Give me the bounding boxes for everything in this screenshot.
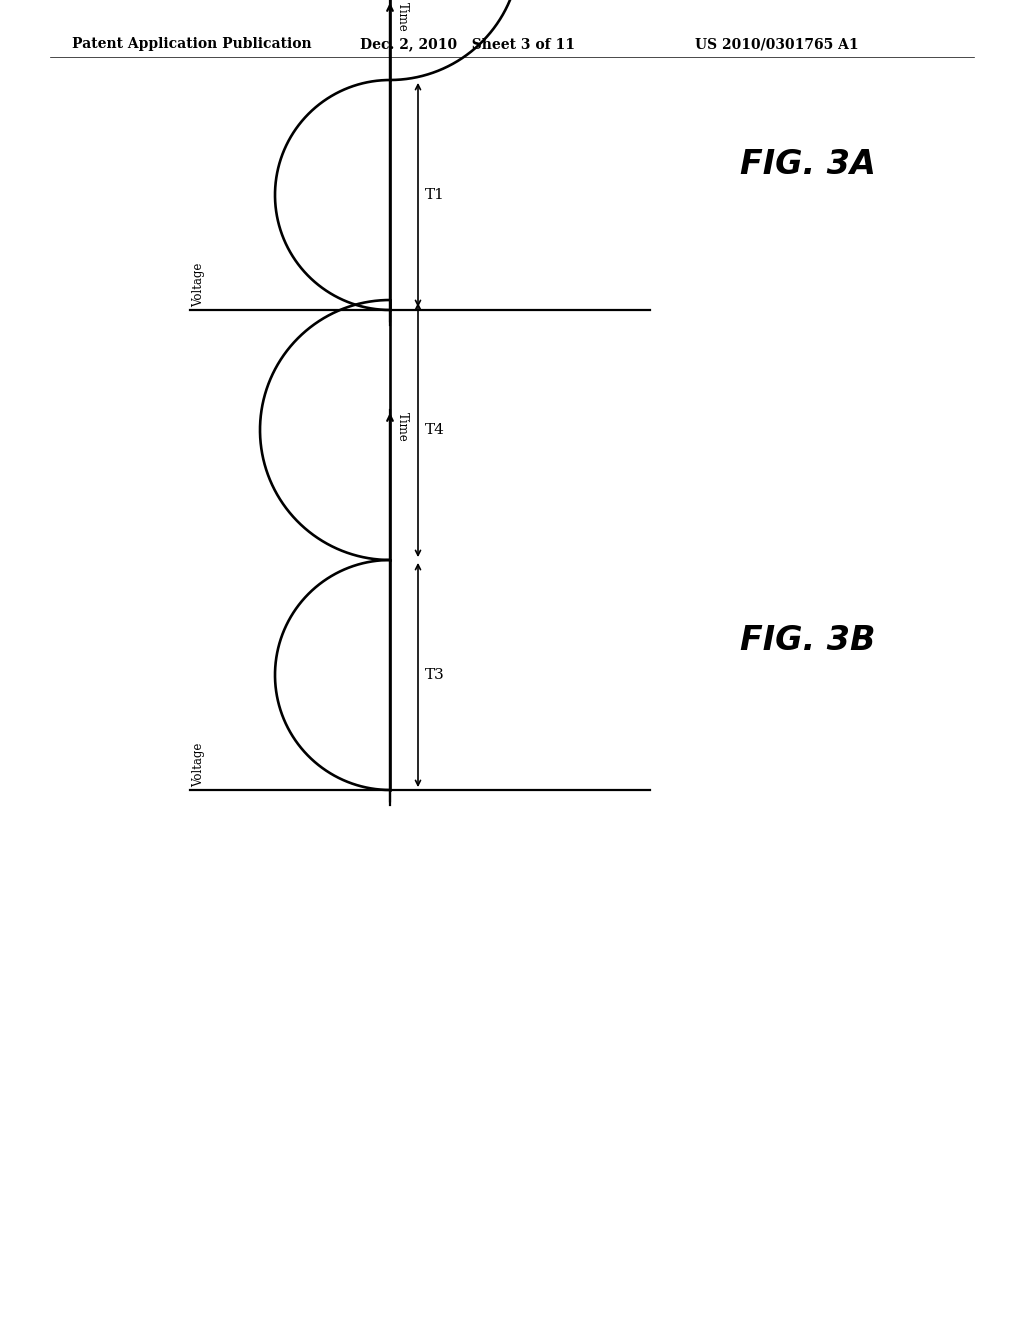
- Text: US 2010/0301765 A1: US 2010/0301765 A1: [695, 37, 859, 51]
- Text: T3: T3: [425, 668, 444, 682]
- Text: T1: T1: [425, 187, 444, 202]
- Text: Patent Application Publication: Patent Application Publication: [72, 37, 311, 51]
- Text: FIG. 3A: FIG. 3A: [740, 149, 876, 181]
- Text: Voltage: Voltage: [193, 263, 205, 308]
- Text: Time: Time: [396, 412, 409, 442]
- Text: FIG. 3B: FIG. 3B: [740, 623, 876, 656]
- Text: Time: Time: [396, 3, 409, 32]
- Text: T4: T4: [425, 422, 444, 437]
- Text: Voltage: Voltage: [193, 743, 205, 787]
- Text: Dec. 2, 2010   Sheet 3 of 11: Dec. 2, 2010 Sheet 3 of 11: [360, 37, 575, 51]
